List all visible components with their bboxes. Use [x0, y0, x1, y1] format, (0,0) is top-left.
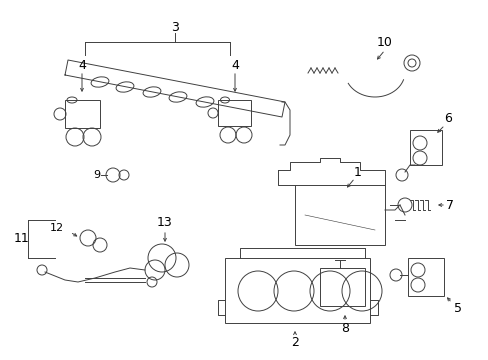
Bar	[319, 268, 364, 306]
Text: 3: 3	[171, 21, 179, 33]
Text: 8: 8	[340, 321, 348, 334]
Text: 1: 1	[353, 166, 361, 179]
Text: 12: 12	[50, 223, 64, 233]
Text: 10: 10	[376, 36, 392, 49]
Bar	[65, 100, 100, 128]
Text: 2: 2	[290, 336, 298, 348]
Text: 4: 4	[78, 59, 86, 72]
Text: 5: 5	[453, 302, 461, 315]
Bar	[407, 258, 443, 296]
Bar	[409, 130, 441, 165]
Text: 11: 11	[14, 231, 30, 244]
Bar	[224, 258, 369, 323]
Text: 13: 13	[157, 216, 173, 229]
Text: 9: 9	[93, 170, 100, 180]
Text: 6: 6	[443, 112, 451, 125]
Text: 4: 4	[231, 59, 239, 72]
Bar	[294, 185, 384, 245]
Text: 7: 7	[445, 198, 453, 212]
Bar	[218, 100, 250, 126]
